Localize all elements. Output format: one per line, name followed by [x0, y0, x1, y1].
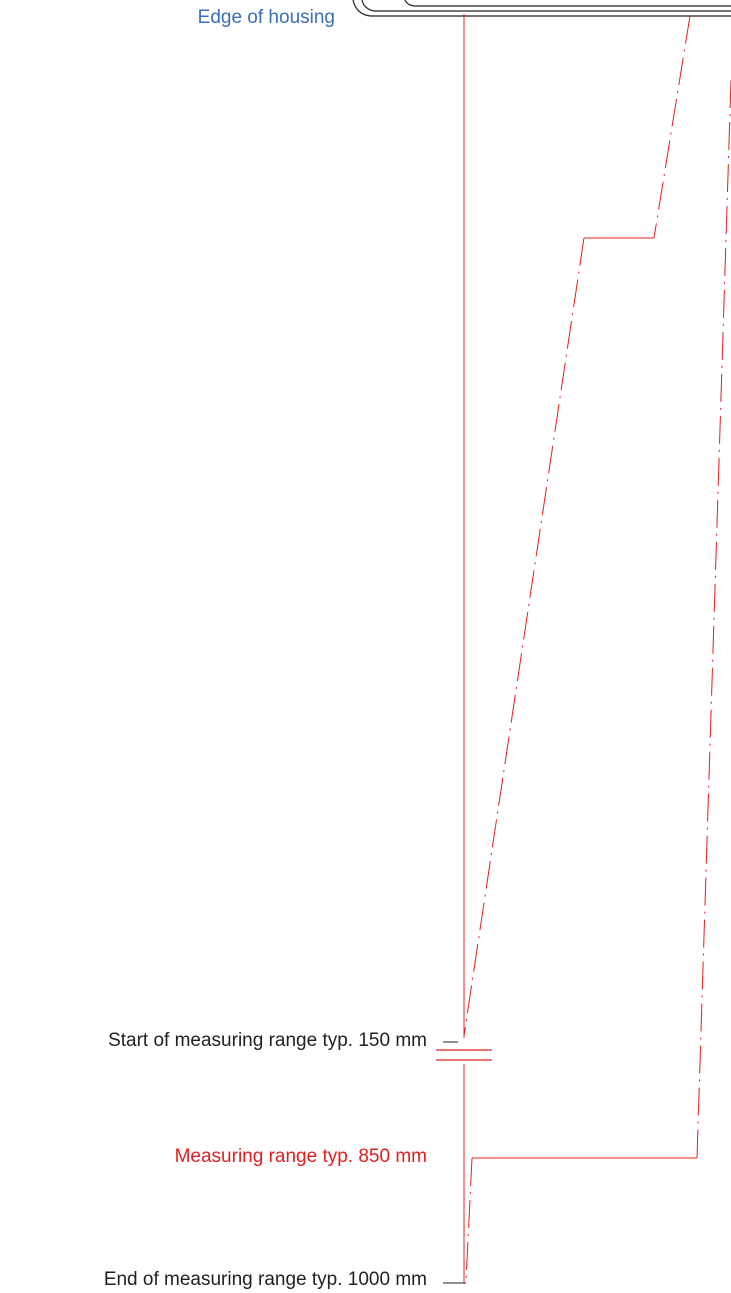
measuring-range-label: Measuring range typ. 850 mm	[174, 1146, 427, 1167]
start-of-range-label: Start of measuring range typ. 150 mm	[108, 1030, 427, 1051]
sensor-housing	[352, 0, 731, 17]
axis-break-symbol	[436, 1049, 492, 1061]
label-leaders	[443, 1041, 466, 1284]
beam-2-dashdot	[465, 79, 731, 1283]
edge-of-housing-label: Edge of housing	[197, 7, 335, 28]
end-of-range-label: End of measuring range typ. 1000 mm	[103, 1269, 427, 1290]
beam-1-dashdot	[463, 15, 691, 1037]
